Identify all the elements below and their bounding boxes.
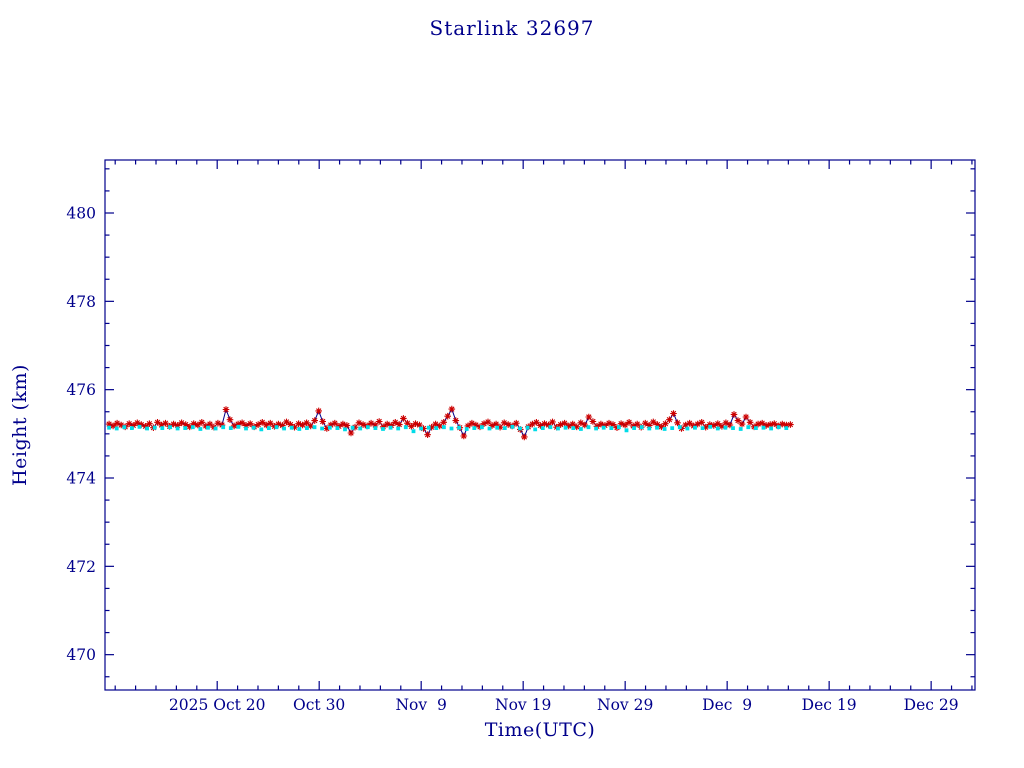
axis-frame [104, 159, 976, 691]
y-tick-label: 476 [66, 381, 96, 399]
series-mean-height [107, 424, 789, 434]
y-tick-label: 474 [66, 470, 96, 488]
x-tick-label: Nov 19 [495, 696, 551, 714]
x-tick-label: Nov 29 [597, 696, 653, 714]
y-tick-label: 472 [66, 558, 96, 576]
series-line [108, 407, 791, 439]
x-tick-label: 2025 Oct 20 [169, 696, 266, 714]
series-osculating-height [105, 405, 794, 441]
y-tick-label: 470 [66, 646, 96, 664]
y-tick-label: 478 [66, 293, 96, 311]
axis-tick-labels: 2025 Oct 20 Oct 30 Nov 9 Nov 19 Nov 29 Dec 9 D… [66, 205, 958, 715]
x-tick-label: Nov 9 [395, 696, 446, 714]
x-tick-label: Dec 19 [802, 696, 857, 714]
series-markers [105, 405, 794, 441]
series-markers [107, 424, 789, 434]
y-tick-label: 480 [66, 205, 96, 223]
axis-ticks [105, 160, 975, 690]
x-tick-label: Dec 29 [904, 696, 959, 714]
x-tick-label: Dec 9 [702, 696, 752, 714]
x-tick-label: Oct 30 [293, 696, 345, 714]
chart-title: Starlink 32697 [429, 16, 595, 40]
x-axis-label: Time(UTC) [484, 719, 596, 741]
